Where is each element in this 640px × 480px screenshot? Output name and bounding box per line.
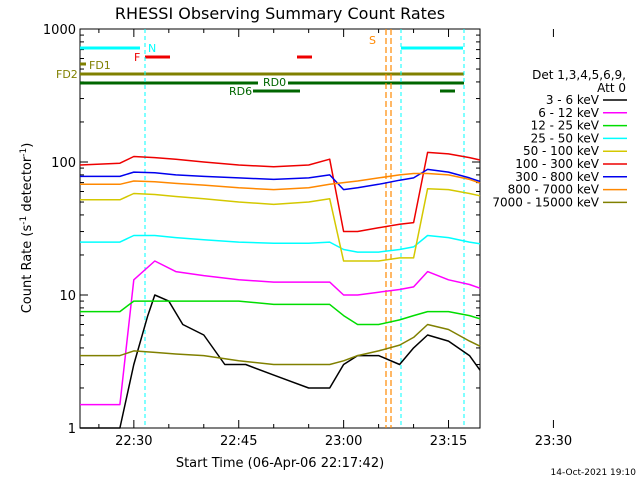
rd6-flag-label: RD6 [229, 85, 252, 98]
series-line-7 [80, 172, 481, 191]
legend-label: 6 - 12 keV [538, 106, 600, 120]
y-tick-label: 1000 [43, 23, 76, 38]
series-line-8 [80, 323, 481, 366]
legend-label: 800 - 7000 keV [508, 183, 600, 197]
observing-flags: NF FD1 FD2 RD0 RD6 S [56, 29, 465, 428]
y-tick-label: 1 [68, 422, 76, 437]
series-line-5 [79, 151, 481, 233]
x-tick-label: 22:45 [220, 434, 257, 449]
legend-label: 100 - 300 keV [515, 157, 599, 171]
y-tick-label: 10 [59, 289, 76, 304]
legend-header: Det 1,3,4,5,6,9, [532, 68, 626, 82]
series-line-2 [80, 300, 481, 326]
legend-label: 300 - 800 keV [515, 170, 599, 184]
series-layer [79, 151, 481, 429]
legend-label: 7000 - 15000 keV [492, 195, 599, 209]
fd2-flag-label: FD2 [56, 68, 78, 81]
legend-label: 25 - 50 keV [531, 131, 600, 145]
series-line-1 [80, 260, 481, 406]
y-axis-label: Count Rate (s-1 detector-1) [19, 143, 35, 314]
x-tick-label: 23:30 [535, 434, 572, 449]
x-tick-label: 22:30 [115, 434, 152, 449]
legend-header: Att 0 [597, 81, 626, 95]
legend-label: 3 - 6 keV [546, 93, 600, 107]
legend-label: 50 - 100 keV [523, 144, 600, 158]
plot-frame [79, 28, 481, 429]
rd0-flag-label: RD0 [263, 76, 286, 89]
fd1-flag-label: FD1 [89, 59, 111, 72]
series-line-4 [80, 187, 481, 262]
f-flag-label: F [134, 51, 140, 64]
series-line-0 [80, 294, 481, 429]
x-tick-label: 23:00 [325, 434, 362, 449]
n-flag-label: N [148, 42, 156, 55]
x-tick-label: 23:15 [430, 434, 467, 449]
series-line-6 [80, 168, 481, 191]
timestamp: 14-Oct-2021 19:10 [551, 468, 637, 478]
s-flag-label: S [369, 34, 376, 47]
y-tick-label: 100 [51, 156, 76, 171]
series-line-3 [80, 234, 481, 253]
legend-label: 12 - 25 keV [531, 119, 600, 133]
x-axis-label: Start Time (06-Apr-06 22:17:42) [176, 456, 384, 471]
chart-title: RHESSI Observing Summary Count Rates [115, 4, 445, 23]
